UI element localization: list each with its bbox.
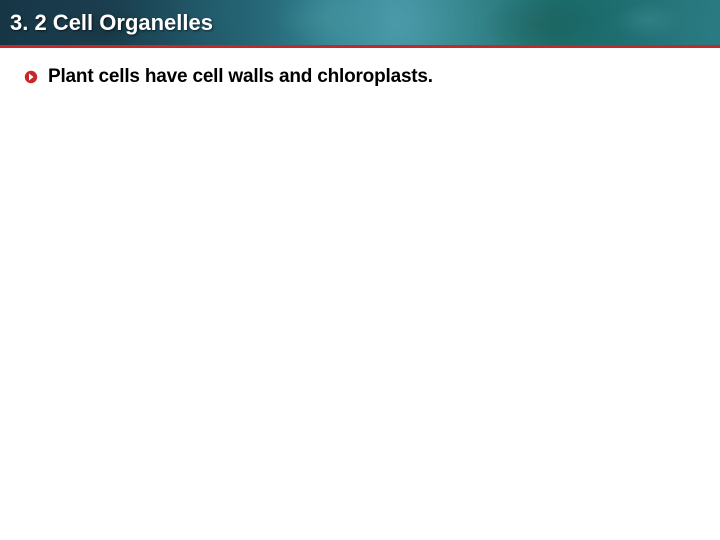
bullet-text: Plant cells have cell walls and chloropl…	[48, 66, 433, 88]
arrow-bullet-icon	[24, 70, 38, 84]
slide-header: 3. 2 Cell Organelles	[0, 0, 720, 48]
bullet-item: Plant cells have cell walls and chloropl…	[24, 66, 696, 88]
slide-body: Plant cells have cell walls and chloropl…	[0, 48, 720, 106]
slide-title: 3. 2 Cell Organelles	[10, 10, 213, 36]
